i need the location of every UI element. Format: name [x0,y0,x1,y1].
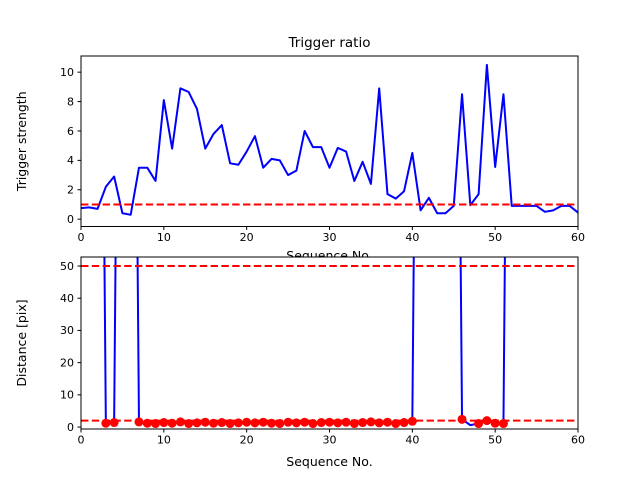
data-point-marker [474,419,484,429]
data-point-marker [490,418,500,428]
y-axis-label: Trigger strength [14,91,29,192]
data-line [81,63,578,216]
x-tick-label: 60 [571,434,585,447]
data-point-marker [167,418,177,428]
x-tick-label: 10 [157,231,171,244]
y-tick-label: 0 [67,213,74,226]
data-point-marker [283,417,293,427]
data-point-marker [159,418,169,428]
x-tick-label: 40 [405,434,419,447]
x-tick-label: 40 [405,231,419,244]
x-tick-label: 20 [240,434,254,447]
data-point-marker [341,417,351,427]
data-point-marker [325,417,334,427]
data-point-marker [233,418,243,428]
data-point-marker [308,419,318,429]
bottom-axes: 0 10 20 30 40 50 60 0 10 20 30 40 50 Distance [pix] [14,256,585,447]
data-point-marker [316,418,326,428]
data-point-marker [200,417,210,427]
data-point-marker [482,416,492,426]
data-point-marker [151,419,161,429]
data-point-marker [366,417,376,427]
axes-background [81,56,578,227]
x-tick-label: 50 [488,434,502,447]
data-point-marker [391,419,401,429]
x-tick-label: 20 [240,231,254,244]
data-point-marker [498,419,508,429]
data-point-marker [300,417,310,427]
y-tick-label: 6 [67,125,74,138]
y-tick-label: 50 [60,260,74,273]
data-point-marker [291,418,301,428]
data-point-marker [349,419,359,429]
data-point-marker [142,418,152,428]
y-axis: 0 2 4 6 8 10 [60,66,81,226]
plot-area [81,257,578,429]
axes-background [81,257,578,429]
data-point-marker [374,418,384,428]
data-point-marker [134,417,144,427]
data-point-marker [399,418,409,428]
y-axis-label: Distance [pix] [14,299,29,386]
y-tick-label: 10 [60,66,74,79]
x-tick-label: 30 [323,434,337,447]
data-point-marker [407,416,417,426]
y-tick-label: 40 [60,292,74,305]
y-tick-label: 20 [60,356,74,369]
top-axes: 0 10 20 30 40 50 60 0 2 4 6 8 10 Trigger ratio Trigger… [14,35,585,244]
x-axis: 0 10 20 30 40 50 60 [78,226,585,244]
data-point-marker [333,418,343,428]
data-point-marker [382,417,392,427]
y-tick-label: 10 [60,389,74,402]
data-point-marker [242,417,252,427]
x-tick-label: 0 [78,231,85,244]
x-tick-label: 0 [78,434,85,447]
data-point-marker [267,418,277,428]
data-point-marker [250,418,260,428]
x-tick-label: 10 [157,434,171,447]
y-tick-label: 30 [60,324,74,337]
x-tick-label: 30 [323,231,337,244]
x-tick-label: 60 [571,231,585,244]
plot-area [81,63,578,216]
data-point-marker [175,417,185,427]
data-point-marker [217,418,227,428]
y-tick-label: 2 [67,184,74,197]
chart-title: Trigger ratio [288,35,371,51]
x-axis-label: Sequence No. [286,454,372,469]
data-point-marker [275,419,285,429]
data-point-marker [225,419,235,429]
x-tick-label: 50 [488,231,502,244]
data-point-marker [101,418,111,428]
y-tick-label: 8 [67,95,74,108]
data-point-marker [358,418,368,428]
data-point-marker [258,417,268,427]
y-axis: 0 10 20 30 40 50 [60,260,81,434]
y-tick-label: 4 [67,154,74,167]
x-axis: 0 10 20 30 40 50 60 [78,429,585,447]
y-tick-label: 0 [67,421,74,434]
data-point-marker [457,414,467,424]
data-point-marker [192,418,202,428]
data-point-marker [109,418,119,428]
trigger-markers [101,414,508,429]
data-point-marker [184,419,194,429]
data-point-marker [209,418,219,428]
